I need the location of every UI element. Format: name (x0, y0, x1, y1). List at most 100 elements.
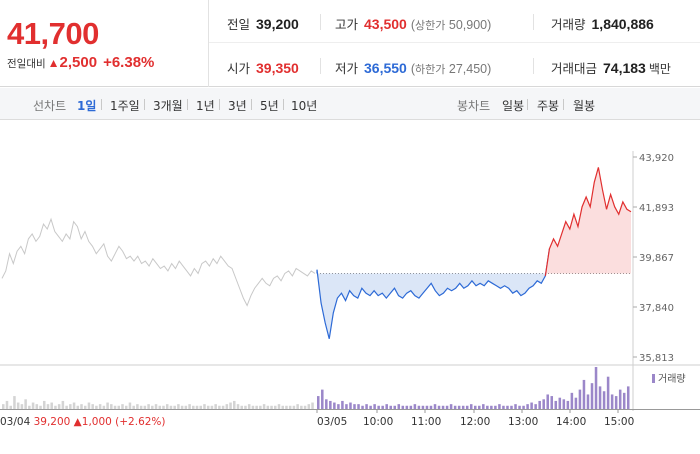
today-volume-bar (502, 405, 505, 409)
prev-volume-bar (80, 404, 83, 409)
period-1y-tab[interactable]: 1년 (196, 99, 215, 113)
today-volume-bar (433, 404, 437, 409)
stat-value: 43,500 (364, 16, 407, 32)
period-5y-tab[interactable]: 5년 (260, 99, 279, 113)
today-volume-bar (369, 405, 372, 409)
prev-volume-bar (69, 404, 72, 409)
period-10y-tab[interactable]: 10년 (291, 99, 318, 113)
prev-volume-bar (24, 399, 27, 409)
today-volume-bar (389, 405, 392, 409)
today-volume-bar (626, 386, 630, 409)
x-tick-label: 03/05 (317, 416, 347, 428)
prev-volume-bar (221, 405, 225, 409)
prev-volume-bar (2, 404, 5, 409)
today-volume-bar (506, 405, 509, 409)
prev-volume-bar (65, 405, 68, 409)
prev-volume-bar (303, 405, 307, 409)
divider (219, 99, 220, 110)
prev-volume-bar (206, 405, 210, 409)
prev-volume-bar (236, 404, 240, 409)
today-volume-bar (494, 405, 497, 409)
prev-volume-bar (240, 405, 244, 409)
price-chart-svg: 43,920 41,893 39,867 37,840 35,813 거래량 03/05 10… (0, 151, 700, 428)
today-volume-bar (461, 405, 465, 409)
prev-volume-bar (195, 405, 199, 409)
today-volume-bar (546, 394, 549, 409)
today-volume-bar (445, 405, 449, 409)
today-volume-bar (518, 405, 521, 409)
prev-day-close: 39,200 ▲1,000 (+2.62%) (34, 416, 166, 428)
prev-volume-bar (57, 404, 61, 409)
prev-volume-bar (9, 405, 12, 409)
prev-volume-bar (311, 402, 314, 409)
prev-volume-bar (95, 405, 98, 409)
today-volume-bar (413, 404, 417, 409)
prev-volume-bar (203, 404, 206, 409)
today-volume-bar (417, 405, 421, 409)
divider (533, 14, 534, 30)
today-volume-bar (321, 389, 324, 409)
prev-volume-bar (285, 405, 288, 409)
prev-day-series-line (1, 217, 316, 307)
today-volume-bar (365, 404, 368, 409)
prev-volume-bar (188, 404, 191, 409)
prev-volume-bar (214, 404, 217, 409)
period-1d-tab[interactable]: 1일 (77, 99, 97, 113)
today-volume-bar (602, 391, 606, 409)
today-volume-bar (393, 405, 397, 409)
prev-volume-bar (61, 400, 65, 409)
x-tick-label: 15:00 (604, 416, 634, 428)
prev-volume-bar (136, 404, 139, 409)
prev-volume-bar (102, 405, 106, 409)
today-volume-bar (534, 404, 537, 409)
x-tick-label: 14:00 (556, 416, 586, 428)
today-volume-bar (522, 405, 525, 409)
prev-volume-bar (281, 405, 284, 409)
today-volume-bar (337, 404, 340, 409)
prev-volume-bar (270, 405, 273, 409)
today-up-line (544, 167, 632, 276)
prev-volume-bar (225, 404, 229, 409)
today-volume-bar (478, 405, 481, 409)
divider (533, 58, 534, 74)
x-tick-label: 11:00 (411, 416, 441, 428)
today-volume-bar (610, 394, 614, 409)
today-volume-bar (401, 405, 405, 409)
today-volume-bar (349, 402, 352, 409)
price-chart[interactable]: 43,920 41,893 39,867 37,840 35,813 거래량 03/05 10… (0, 121, 700, 450)
stats-row-1: 전일 39,200 고가 43,500 (상한가 50,900) 거래량 1,840,8… (209, 0, 700, 43)
today-volume-bar (538, 400, 541, 409)
today-volume-bar (377, 405, 380, 409)
today-volume-bar (482, 404, 485, 409)
stat-label: 고가 (335, 17, 359, 32)
today-volume-bar (397, 404, 401, 409)
today-volume-bar (457, 405, 461, 409)
candle-chart-label: 봉차트 (457, 99, 491, 113)
prev-volume-bar (177, 404, 180, 409)
chart-toolbar: 선차트 1일 1주일 3개월 1년 3년 5년 10년 봉차트 일봉 주봉 월봉 (0, 88, 700, 120)
monthly-candle-tab[interactable]: 월봉 (573, 99, 596, 113)
prev-volume-bar (132, 405, 135, 409)
period-1w-tab[interactable]: 1주일 (110, 99, 140, 113)
prev-volume-bar (139, 405, 143, 409)
period-3m-tab[interactable]: 3개월 (153, 99, 183, 113)
today-volume-bar (474, 405, 477, 409)
period-3y-tab[interactable]: 3년 (228, 99, 247, 113)
prev-volume-bar (110, 404, 113, 409)
divider (101, 99, 102, 110)
prev-volume-bar (158, 405, 162, 409)
y-tick-label: 35,813 (639, 353, 674, 364)
prev-volume-bar (169, 405, 173, 409)
x-tick-label: 13:00 (508, 416, 538, 428)
today-volume-bar (490, 405, 493, 409)
prev-volume-bar (121, 404, 124, 409)
prev-volume-bar (39, 405, 42, 409)
weekly-candle-tab[interactable]: 주봉 (537, 99, 560, 113)
daily-candle-tab[interactable]: 일봉 (502, 99, 525, 113)
change-amount: 2,500 (59, 54, 98, 71)
prev-volume-bar (91, 404, 94, 409)
stat-low: 저가 36,550 (하한가 27,450) (335, 58, 491, 77)
prev-volume-bar (16, 402, 20, 409)
prev-volume-bar (247, 404, 251, 409)
today-volume-bar (449, 404, 453, 409)
